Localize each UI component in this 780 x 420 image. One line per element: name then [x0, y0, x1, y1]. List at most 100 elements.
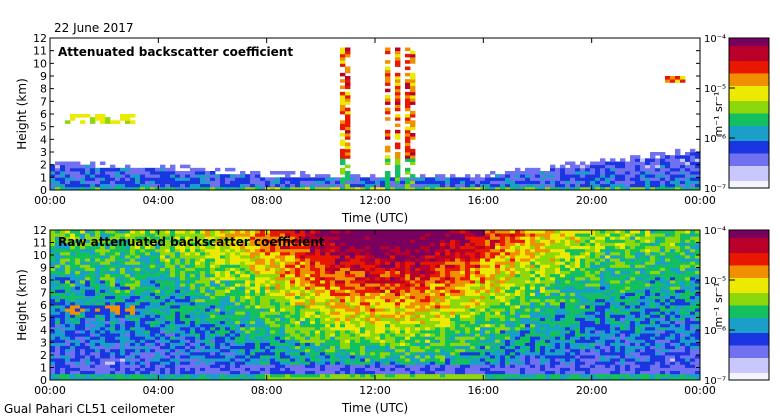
- heatmap-cell: [340, 101, 346, 105]
- heatmap-cell: [165, 180, 171, 185]
- heatmap-cell: [180, 286, 186, 290]
- heatmap-cell: [295, 245, 301, 250]
- heatmap-cell: [100, 230, 106, 234]
- heatmap-cell: [340, 148, 346, 153]
- heatmap-cell: [200, 336, 206, 340]
- heatmap-cell: [680, 171, 686, 175]
- heatmap-cell: [75, 305, 81, 309]
- heatmap-cell: [430, 251, 436, 256]
- heatmap-cell: [370, 351, 376, 356]
- heatmap-cell: [410, 174, 416, 178]
- heatmap-cell: [240, 301, 246, 306]
- heatmap-cell: [270, 276, 276, 281]
- heatmap-cell: [95, 286, 101, 290]
- heatmap-cell: [435, 317, 441, 322]
- heatmap-cell: [70, 339, 76, 343]
- heatmap-cell: [400, 317, 406, 322]
- heatmap-cell: [410, 186, 416, 191]
- heatmap-cell: [200, 283, 206, 287]
- heatmap-cell: [215, 311, 221, 315]
- heatmap-cell: [115, 373, 121, 378]
- heatmap-cell: [165, 311, 171, 315]
- heatmap-cell: [305, 230, 311, 234]
- heatmap-cell: [180, 305, 186, 309]
- heatmap-cell: [220, 286, 226, 290]
- heatmap-cell: [135, 261, 141, 265]
- heatmap-cell: [125, 342, 131, 347]
- heatmap-cell: [420, 330, 426, 334]
- heatmap-cell: [85, 164, 91, 169]
- heatmap-cell: [160, 367, 166, 372]
- heatmap-cell: [210, 361, 216, 365]
- heatmap-cell: [305, 317, 311, 322]
- heatmap-cell: [345, 358, 351, 362]
- heatmap-cell: [175, 171, 181, 175]
- heatmap-cell: [305, 242, 311, 247]
- heatmap-cell: [110, 330, 116, 334]
- heatmap-cell: [290, 317, 296, 322]
- heatmap-cell: [390, 183, 396, 188]
- heatmap-cell: [160, 305, 166, 309]
- heatmap-cell: [90, 311, 96, 315]
- heatmap-cell: [215, 167, 221, 172]
- heatmap-cell: [125, 120, 131, 124]
- heatmap-cell: [75, 174, 81, 178]
- heatmap-cell: [85, 308, 91, 312]
- heatmap-cell: [235, 186, 241, 191]
- heatmap-cell: [675, 180, 681, 185]
- heatmap-cell: [320, 273, 326, 278]
- heatmap-cell: [330, 305, 336, 309]
- heatmap-cell: [215, 270, 221, 275]
- heatmap-cell: [400, 364, 406, 368]
- heatmap-cell: [355, 239, 361, 243]
- heatmap-cell: [50, 317, 56, 322]
- heatmap-cell: [115, 339, 121, 343]
- heatmap-cell: [385, 180, 391, 185]
- heatmap-cell: [145, 283, 151, 287]
- heatmap-cell: [150, 298, 156, 303]
- attenuated-backscatter-panel: Attenuated backscatter coefficient 00:00…: [15, 32, 770, 225]
- heatmap-cell: [150, 292, 156, 297]
- heatmap-cell: [330, 242, 336, 247]
- heatmap-cell: [270, 308, 276, 312]
- heatmap-cell: [240, 258, 246, 262]
- heatmap-cell: [170, 305, 176, 309]
- heatmap-cell: [465, 183, 471, 188]
- heatmap-cell: [395, 60, 401, 64]
- heatmap-cell: [675, 158, 681, 162]
- heatmap-cell: [140, 355, 146, 359]
- heatmap-cell: [385, 314, 391, 318]
- heatmap-cell: [220, 261, 226, 265]
- heatmap-cell: [370, 308, 376, 312]
- heatmap-cell: [580, 171, 586, 175]
- heatmap-cell: [430, 245, 436, 250]
- heatmap-cell: [145, 233, 151, 237]
- heatmap-cell: [265, 351, 271, 356]
- heatmap-cell: [385, 351, 391, 356]
- heatmap-cell: [345, 292, 351, 297]
- heatmap-cell: [210, 255, 216, 259]
- heatmap-cell: [220, 361, 226, 365]
- heatmap-cell: [350, 248, 356, 253]
- heatmap-cell: [405, 167, 411, 172]
- heatmap-cell: [350, 251, 356, 256]
- heatmap-cell: [415, 323, 421, 328]
- heatmap-cell: [240, 361, 246, 365]
- heatmap-cell: [160, 230, 166, 234]
- heatmap-cell: [65, 273, 71, 278]
- heatmap-cell: [160, 311, 166, 315]
- heatmap-cell: [260, 317, 266, 322]
- heatmap-cell: [415, 339, 421, 343]
- heatmap-cell: [400, 283, 406, 287]
- heatmap-cell: [160, 348, 166, 353]
- heatmap-cell: [260, 258, 266, 262]
- heatmap-cell: [270, 358, 276, 362]
- heatmap-cell: [200, 323, 206, 328]
- heatmap-cell: [320, 233, 326, 237]
- heatmap-cell: [185, 280, 191, 284]
- heatmap-cell: [270, 251, 276, 256]
- heatmap-cell: [530, 186, 536, 191]
- heatmap-cell: [130, 295, 136, 300]
- heatmap-cell: [385, 79, 391, 83]
- heatmap-cell: [380, 305, 386, 309]
